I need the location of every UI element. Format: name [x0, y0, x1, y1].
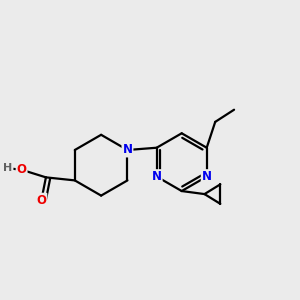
Text: O: O	[36, 194, 46, 207]
Text: O: O	[16, 163, 27, 176]
Text: N: N	[122, 143, 133, 157]
Text: H: H	[3, 163, 13, 173]
Text: N: N	[152, 170, 162, 183]
Text: N: N	[202, 170, 212, 183]
